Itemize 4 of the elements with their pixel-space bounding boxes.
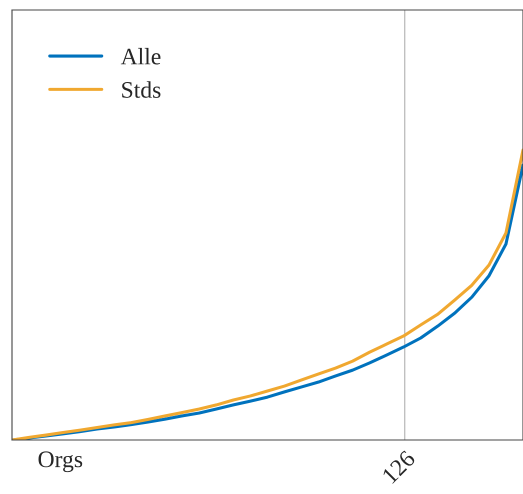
x-axis-title: Orgs [38,451,82,472]
text: 126 [382,450,416,484]
legend-label: Stds [122,81,160,98]
legend-label: Alle [120,48,160,65]
